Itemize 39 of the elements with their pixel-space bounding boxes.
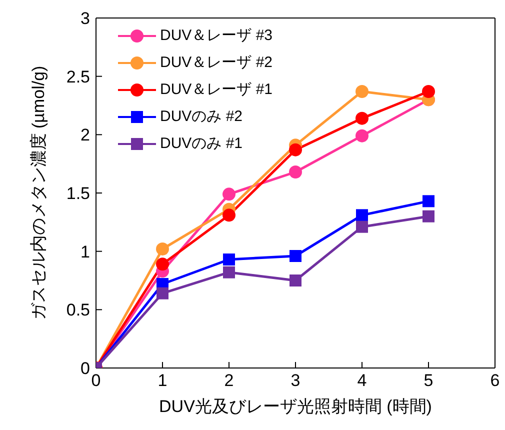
x-tick-label: 4: [357, 371, 367, 390]
legend-label: DUVのみ #2: [160, 107, 243, 126]
point: [289, 166, 302, 178]
legend-label: DUV＆レーザ #2: [160, 53, 273, 72]
point: [356, 209, 368, 222]
y-tick-label: 2.5: [66, 67, 90, 86]
point: [223, 254, 235, 266]
y-tick-label: 1: [80, 242, 90, 262]
point: [290, 274, 302, 286]
x-tick-label: 2: [224, 371, 234, 390]
point: [289, 143, 302, 156]
y-tick-label: 0.5: [66, 300, 90, 320]
point: [422, 85, 435, 98]
x-tick-label: 5: [424, 371, 434, 390]
y-tick-label: 2: [80, 126, 90, 145]
point: [422, 210, 434, 222]
point: [156, 242, 169, 256]
x-axis-title: DUV光及びレーザ光照射時間 (時間): [159, 397, 432, 416]
y-tick-label: 3: [80, 9, 90, 28]
x-tick-label: 3: [290, 371, 300, 390]
y-axis-title: ガスセル内のメタン濃度 (µmol/g): [29, 66, 48, 320]
point: [356, 85, 368, 98]
point: [222, 188, 236, 201]
point: [290, 250, 302, 262]
legend-label: DUVのみ #1: [160, 134, 243, 153]
y-tick-label: 0: [80, 359, 90, 378]
legend-label: DUV＆レーザ #1: [160, 80, 273, 99]
x-tick-label: 1: [158, 371, 168, 390]
point: [156, 287, 168, 300]
y-tick-label: 1.5: [66, 184, 90, 204]
point: [156, 258, 169, 271]
legend-label: DUV＆レーザ #3: [160, 26, 273, 45]
point: [356, 112, 368, 125]
point: [356, 220, 368, 233]
point: [222, 208, 236, 222]
x-tick-label: 6: [490, 371, 500, 390]
point: [356, 129, 368, 142]
point: [422, 195, 434, 208]
point: [223, 266, 235, 278]
